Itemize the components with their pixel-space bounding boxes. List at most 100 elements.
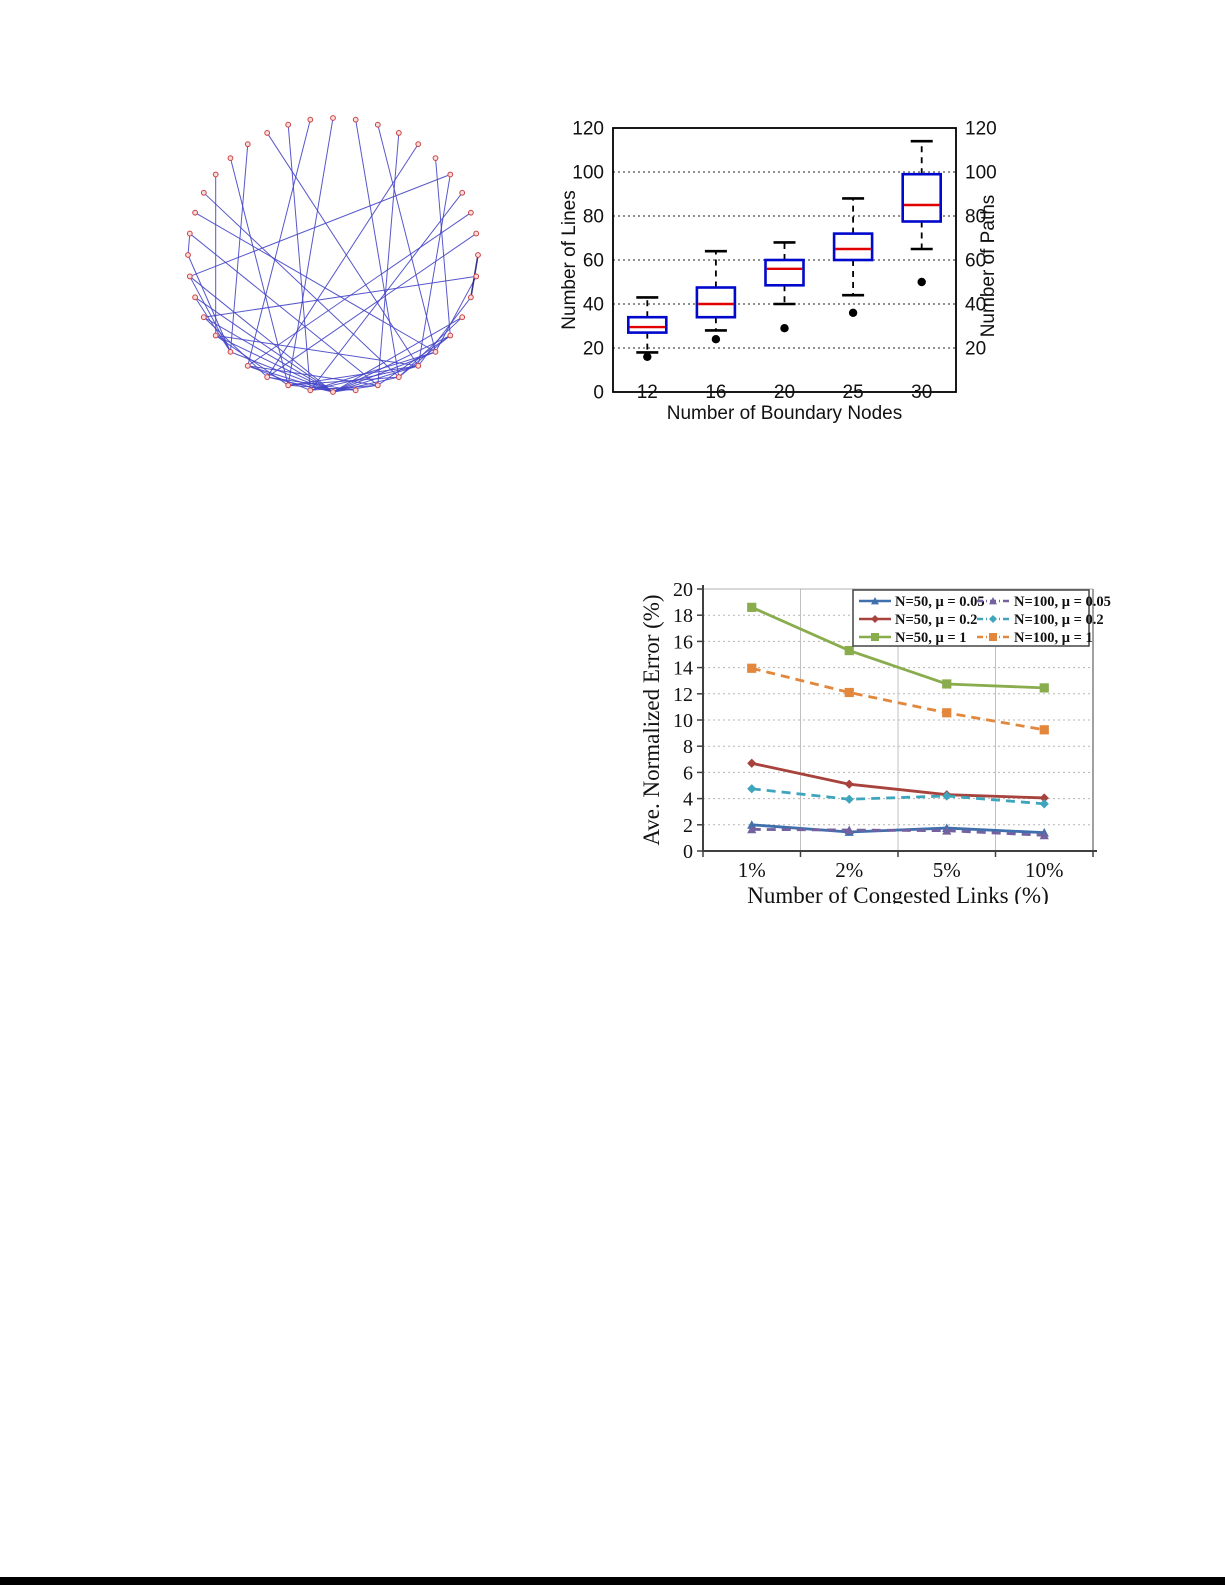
diamond-marker [942, 791, 952, 801]
network-node [468, 294, 474, 301]
y-tick-label-left: 80 [583, 207, 604, 228]
line-chart: 0 2 4 6 8 10 12 14 16 18 20 1% 2% 5% 10% Ave. Normalize… [643, 579, 1111, 904]
series-line [751, 827, 1045, 837]
network-node [285, 382, 292, 389]
network-node [352, 387, 359, 394]
network-edge [203, 192, 400, 378]
network-edge [417, 174, 451, 366]
x-tick-label: 20 [774, 382, 795, 403]
triangle-marker [989, 597, 997, 605]
box-30 [901, 139, 943, 287]
network-node [244, 362, 251, 369]
network-node [192, 209, 198, 216]
diamond-marker [1039, 799, 1049, 809]
plot-frame [612, 127, 957, 393]
network-edge [355, 119, 400, 378]
legend-label: N=100, μ = 1 [1014, 630, 1093, 646]
network-node [395, 130, 402, 136]
y-tick-label: 16 [673, 631, 693, 653]
legend-item: N=50, μ = 1 [859, 630, 966, 646]
y-tick-label: 14 [673, 658, 693, 680]
network-edge [215, 335, 334, 393]
x-tick-label: 10% [1025, 858, 1064, 882]
y-tick-label: 20 [673, 579, 693, 601]
network-node [244, 141, 251, 148]
diamond-marker [871, 615, 879, 623]
boxplot-chart: 0 20 40 60 80 100 120 20 40 60 80 100 120 Number of L… [560, 119, 999, 424]
y-axis-title: Ave. Normalized Error (%) [643, 594, 664, 845]
series-line [751, 761, 1045, 800]
network-node [307, 116, 314, 123]
network-node [200, 189, 207, 196]
box-rect [764, 258, 805, 287]
legend-item: N=100, μ = 1 [977, 630, 1093, 646]
network-edge [203, 275, 477, 318]
network-node [447, 332, 454, 339]
x-tick-label: 1% [738, 858, 766, 882]
box-12 [627, 296, 668, 361]
triangle-marker [844, 825, 854, 834]
box-rect [901, 172, 943, 223]
legend-item: N=50, μ = 0.2 [859, 612, 977, 628]
y-tick-label-left: 60 [583, 251, 604, 272]
network-edge [377, 132, 400, 386]
legend: N=50, μ = 0.05 N=50, μ = 0.2 N=50, μ = 1 N=… [852, 589, 1111, 647]
network-edge [187, 254, 231, 353]
y-tick-label: 18 [673, 605, 693, 627]
x-tick-label: 16 [705, 382, 726, 403]
network-node [374, 121, 381, 128]
network-edge [194, 212, 436, 353]
network-edge [309, 192, 463, 391]
network-node [432, 155, 439, 162]
y-tick-label-left: 20 [583, 339, 604, 360]
y-tick-label: 0 [683, 841, 693, 863]
network-node [473, 230, 480, 237]
network-edge [189, 174, 451, 277]
network-node [264, 130, 271, 136]
series-n-100-1 [747, 663, 1049, 735]
network-node [186, 230, 193, 237]
square-marker [942, 708, 952, 718]
network-edge [187, 233, 191, 256]
x-tick-label: 5% [933, 858, 961, 882]
network-node [459, 189, 466, 196]
legend-label: N=50, μ = 0.2 [895, 612, 977, 628]
outlier-dot [780, 324, 789, 333]
x-tick-label: 30 [911, 382, 932, 403]
triangle-marker [747, 824, 757, 834]
network-node [227, 155, 234, 162]
network-edge [435, 158, 451, 336]
network-edge [398, 316, 463, 378]
network-edge [194, 296, 334, 393]
network-edge [215, 335, 419, 367]
network-node [330, 115, 336, 121]
y-tick-label-left: 40 [583, 295, 604, 316]
network-edge [435, 276, 477, 353]
outlier-dot [643, 352, 652, 361]
network-node [447, 171, 454, 178]
box-rect [695, 286, 737, 319]
network-edge [377, 124, 437, 352]
y-tick-label-right: 60 [965, 251, 986, 272]
y-tick-label: 8 [683, 736, 693, 758]
network-edge [332, 351, 436, 393]
square-marker [747, 663, 757, 673]
y-axis-title-left: Number of Lines [560, 190, 580, 329]
network-edge [288, 384, 356, 391]
square-marker [1039, 683, 1049, 693]
network-node [475, 252, 481, 258]
series-n-50-1 [747, 602, 1049, 693]
y-tick-label-right: 20 [965, 339, 986, 360]
network-node [307, 387, 314, 394]
y-tick-label-left: 100 [572, 163, 604, 184]
network-edge [229, 158, 289, 386]
network-node [415, 362, 422, 369]
network-node [459, 314, 466, 321]
square-marker [989, 633, 997, 641]
diamond-marker [747, 758, 757, 768]
legend-label: N=100, μ = 0.05 [1014, 594, 1111, 610]
y-tick-label-right: 100 [965, 163, 997, 184]
y-tick-label: 10 [673, 710, 693, 732]
diamond-marker [989, 615, 997, 623]
boxplot-figure: 0 20 40 60 80 100 120 20 40 60 80 100 120 Number of L… [560, 106, 1015, 424]
